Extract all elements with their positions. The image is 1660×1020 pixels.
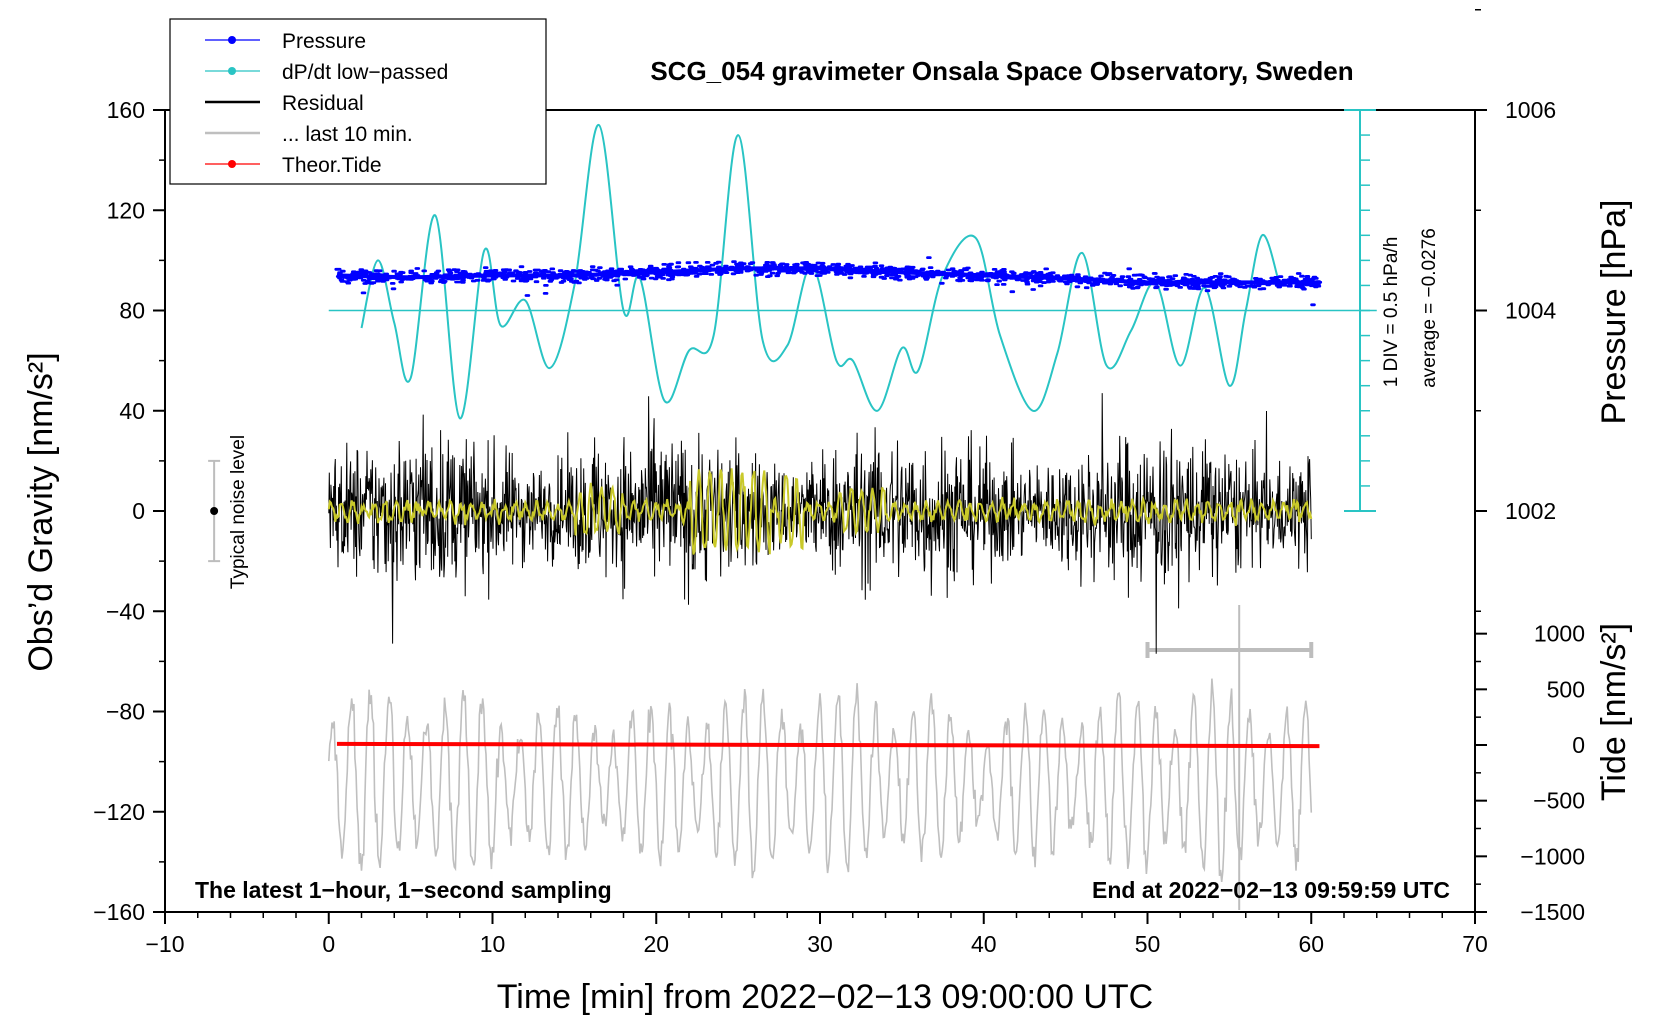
series-pressure <box>334 256 1323 307</box>
x-axis-title: Time [min] from 2022−02−13 09:00:00 UTC <box>497 978 1153 1016</box>
legend-label: ... last 10 min. <box>282 123 413 146</box>
y-tide-tick-label: −1000 <box>1520 843 1585 869</box>
residual-line <box>328 393 1312 654</box>
y-tide-tick-label: −500 <box>1533 788 1585 814</box>
y-axis-title-pressure: Pressure [hPa] <box>1595 200 1633 425</box>
series-residual-smoothed <box>327 468 1313 555</box>
y-left-tick-label: −80 <box>106 699 145 725</box>
x-tick-label: 20 <box>643 931 669 957</box>
y-axis-title-left: Obs’d Gravity [nm/s²] <box>22 352 60 671</box>
y-pressure-tick-label: 1002 <box>1505 498 1556 524</box>
theor-tide-line <box>336 741 1320 749</box>
noise-level-label: Typical noise level <box>228 435 249 589</box>
pressure-band <box>336 266 1320 285</box>
y-left-tick-label: 40 <box>119 398 145 424</box>
series-theor-tide <box>336 741 1320 749</box>
x-tick-label: 0 <box>322 931 335 957</box>
y-pressure-tick-label: 1004 <box>1505 298 1556 324</box>
series-dpdt-low-passed <box>328 123 1377 420</box>
x-tick-label: 10 <box>480 931 506 957</box>
y-tide-tick-label: 0 <box>1572 732 1585 758</box>
y-axis-title-tide: Tide [nm/s²] <box>1595 623 1633 801</box>
legend-marker <box>228 67 236 75</box>
residual-smoothed-line <box>327 468 1313 555</box>
y-left-tick-label: 160 <box>107 97 145 123</box>
x-tick-label: 50 <box>1135 931 1161 957</box>
y-left-tick-label: 80 <box>119 298 145 324</box>
y-left-tick-label: −160 <box>93 899 145 925</box>
noise-level-indicator <box>208 459 221 563</box>
chart-title: SCG_054 gravimeter Onsala Space Observat… <box>650 56 1353 86</box>
x-tick-label: 40 <box>971 931 997 957</box>
y-tide-tick-label: −1500 <box>1520 899 1585 925</box>
y-tide-tick-label: 500 <box>1547 676 1585 702</box>
dpdt-scale-label: 1 DIV = 0.5 hPa/h <box>1381 237 1402 388</box>
legend: Pressure dP/dt low−passed Residual ... last… <box>169 18 547 185</box>
legend-label: dP/dt low−passed <box>282 61 448 84</box>
last-10-min-line <box>328 678 1313 882</box>
y-left-tick-label: 0 <box>132 498 145 524</box>
y-pressure-tick-label: 1006 <box>1505 97 1556 123</box>
y-left-tick-label: −40 <box>106 598 145 624</box>
x-tick-label: −10 <box>145 931 184 957</box>
y-tide-tick-label: 1000 <box>1534 621 1585 647</box>
y-left-tick-label: −120 <box>93 799 145 825</box>
footer-left: The latest 1−hour, 1−second sampling <box>195 877 612 903</box>
legend-marker <box>228 160 236 168</box>
x-tick-label: 30 <box>807 931 833 957</box>
axis-tick-labels: −10 0 10 20 30 40 50 60 70 160 120 80 40 0 −40 −80 −120 −… <box>93 97 1585 957</box>
noise-center-dot <box>210 507 219 515</box>
legend-label: Theor.Tide <box>282 154 382 177</box>
legend-label: Residual <box>282 92 364 115</box>
legend-label: Pressure <box>282 30 366 53</box>
series-residual <box>328 393 1312 654</box>
y-left-tick-label: 120 <box>107 197 145 223</box>
axis-ticks <box>153 9 1487 924</box>
footer-right: End at 2022−02−13 09:59:59 UTC <box>1092 877 1450 903</box>
x-tick-label: 70 <box>1462 931 1488 957</box>
series-last-10-min <box>328 605 1314 910</box>
dpdt-average-label: average = −0.0276 <box>1419 228 1440 388</box>
legend-marker <box>228 36 236 44</box>
dpdt-line <box>360 123 1280 420</box>
legend-entries: Pressure dP/dt low−passed Residual ... last… <box>205 30 448 177</box>
x-tick-label: 60 <box>1298 931 1324 957</box>
dpdt-scale-bar <box>1344 109 1376 512</box>
